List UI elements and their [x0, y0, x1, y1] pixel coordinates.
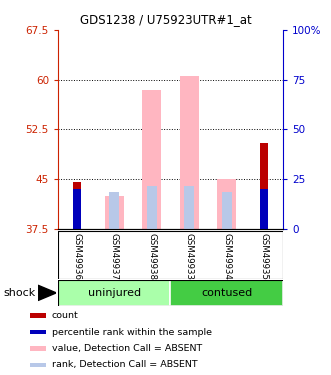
Text: uninjured: uninjured: [88, 288, 141, 298]
Text: value, Detection Call = ABSENT: value, Detection Call = ABSENT: [52, 344, 202, 353]
Text: shock: shock: [3, 288, 35, 298]
Polygon shape: [38, 285, 56, 300]
Text: GSM49933: GSM49933: [185, 233, 194, 280]
Text: GDS1238 / U75923UTR#1_at: GDS1238 / U75923UTR#1_at: [80, 13, 251, 26]
Text: GSM49938: GSM49938: [147, 233, 156, 280]
Bar: [142, 90, 161, 229]
Bar: [72, 189, 81, 229]
Bar: [30, 363, 46, 367]
Bar: [260, 189, 268, 229]
Text: count: count: [52, 311, 78, 320]
Bar: [180, 76, 199, 229]
Text: GSM49936: GSM49936: [72, 233, 81, 280]
Bar: [170, 280, 283, 306]
Bar: [30, 314, 46, 318]
Bar: [221, 192, 232, 229]
Bar: [109, 192, 119, 229]
Text: GSM49937: GSM49937: [110, 233, 119, 280]
Bar: [30, 346, 46, 351]
Bar: [260, 142, 268, 229]
Text: contused: contused: [201, 288, 252, 298]
Bar: [58, 280, 170, 306]
Text: rank, Detection Call = ABSENT: rank, Detection Call = ABSENT: [52, 360, 197, 369]
Text: GSM49934: GSM49934: [222, 233, 231, 280]
Text: percentile rank within the sample: percentile rank within the sample: [52, 328, 212, 337]
Bar: [72, 182, 81, 229]
Bar: [217, 179, 236, 229]
Text: GSM49935: GSM49935: [260, 233, 269, 280]
Bar: [147, 186, 157, 229]
Bar: [105, 196, 123, 229]
Bar: [184, 186, 194, 229]
Bar: [30, 330, 46, 334]
